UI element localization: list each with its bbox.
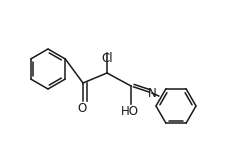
Text: HO: HO	[121, 105, 139, 118]
Text: Cl: Cl	[101, 52, 113, 65]
Text: N: N	[148, 86, 156, 99]
Text: O: O	[77, 102, 87, 115]
